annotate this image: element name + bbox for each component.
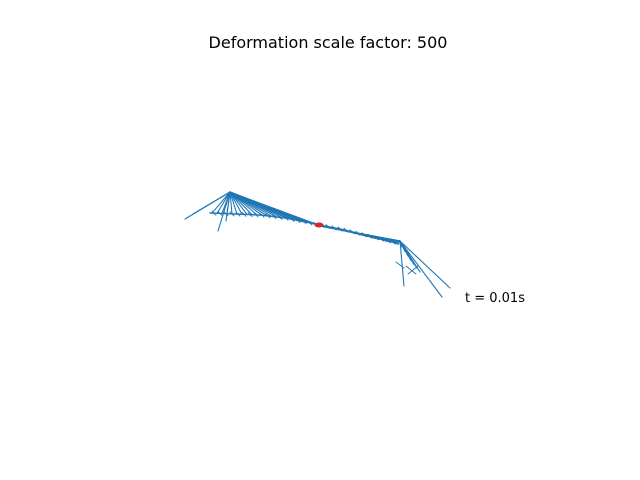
right-backstay — [399, 240, 451, 289]
floor-beam — [325, 224, 331, 230]
floor-beam — [385, 238, 391, 244]
floor-beam — [395, 261, 405, 269]
floor-beam — [271, 214, 277, 220]
stay-cable — [211, 191, 231, 214]
floor-beam — [247, 212, 253, 218]
floor-beam — [241, 211, 247, 217]
deformation-marker — [314, 222, 324, 228]
floor-beam — [349, 229, 355, 235]
stay-cable — [229, 191, 238, 215]
floor-beam — [223, 211, 229, 217]
floor-beam — [283, 215, 289, 221]
floor-beam — [407, 265, 419, 275]
stay-cable — [226, 191, 231, 215]
floor-beam — [229, 211, 235, 217]
stay-cable — [229, 191, 318, 225]
floor-beam — [361, 232, 367, 238]
stay-cable — [229, 191, 233, 215]
floor-beam — [217, 210, 223, 216]
floor-beam — [343, 227, 349, 233]
floor-beam — [277, 214, 283, 220]
floor-beam — [405, 265, 417, 275]
floor-beam — [307, 220, 313, 226]
floor-beam — [337, 226, 343, 232]
right-backstay — [399, 240, 443, 298]
bridge-structure — [184, 191, 451, 298]
left-backstay — [192, 191, 231, 215]
floor-beam — [235, 211, 241, 217]
floor-beam — [373, 235, 379, 241]
floor-beam — [295, 218, 301, 224]
floor-beam — [367, 233, 373, 239]
floor-beam — [379, 236, 385, 242]
floor-beam — [253, 212, 259, 218]
stay-cable — [221, 191, 231, 215]
floor-beam — [211, 210, 217, 216]
right-tower-leg — [399, 240, 405, 287]
midspan-marker — [314, 222, 324, 228]
floor-beam — [265, 213, 271, 219]
plot-title: Deformation scale factor: 500 — [208, 33, 448, 52]
floor-beam — [259, 212, 265, 218]
floor-beam — [301, 219, 307, 225]
stay-cable — [229, 191, 248, 216]
time-label: t = 0.01s — [465, 291, 525, 306]
floor-beam — [391, 239, 397, 245]
stay-cable — [216, 191, 231, 214]
floor-beam — [355, 230, 361, 236]
floor-beam — [289, 216, 295, 222]
stay-cable — [229, 191, 243, 215]
floor-beam — [331, 225, 337, 231]
